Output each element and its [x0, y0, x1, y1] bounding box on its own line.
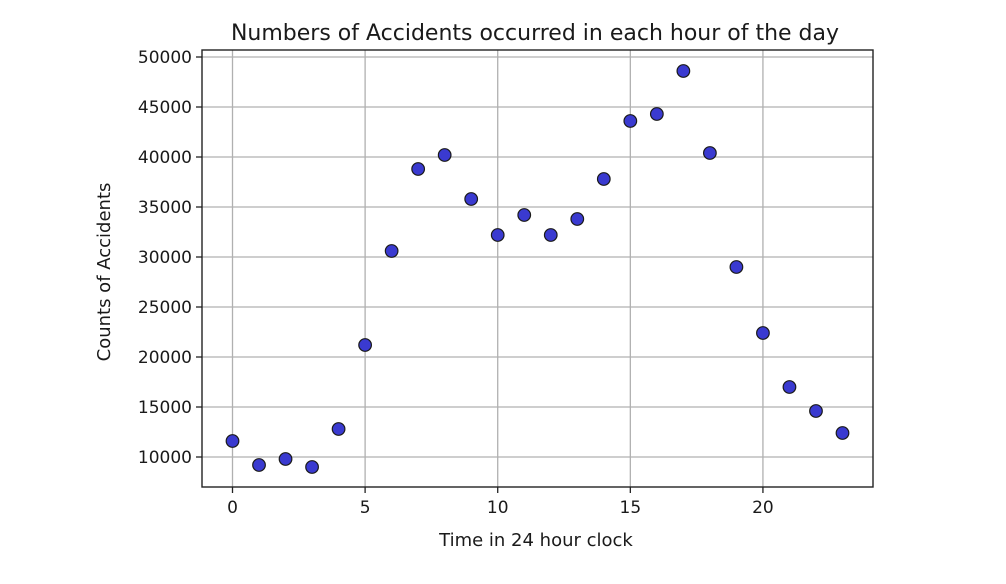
data-points [225, 64, 850, 474]
data-point [570, 212, 585, 226]
y-tick-label: 15000 [138, 398, 192, 418]
data-point [384, 244, 399, 258]
data-point [305, 460, 319, 474]
y-tick-label: 30000 [138, 248, 192, 268]
data-point [543, 228, 558, 242]
y-tick-label: 45000 [138, 98, 192, 118]
y-tick-label: 35000 [138, 198, 192, 218]
data-point [278, 452, 293, 466]
x-tick-label: 10 [487, 498, 509, 518]
data-point [649, 107, 664, 121]
y-tick-label: 50000 [138, 48, 192, 68]
y-axis-label: Counts of Accidents [94, 183, 115, 362]
x-tick-label: 0 [227, 498, 238, 518]
data-point [756, 326, 770, 340]
data-point [225, 434, 240, 448]
data-point [809, 404, 823, 418]
data-point [252, 458, 266, 472]
y-tick-label: 20000 [138, 348, 192, 368]
y-tick-label: 10000 [138, 448, 192, 468]
data-point [464, 192, 479, 206]
y-tick-label: 40000 [138, 148, 192, 168]
data-point [782, 380, 797, 394]
data-point [835, 426, 850, 440]
data-point [331, 422, 346, 436]
y-tick-label: 25000 [138, 298, 192, 318]
data-point [490, 228, 505, 242]
data-point [437, 148, 452, 162]
x-tick-label: 15 [620, 498, 642, 518]
data-point [411, 162, 426, 176]
data-point [517, 208, 532, 222]
data-point [702, 146, 717, 160]
data-point [623, 114, 638, 128]
x-axis-label: Time in 24 hour clock [438, 530, 633, 551]
data-point [596, 172, 611, 186]
data-point [358, 338, 373, 352]
x-tick-label: 5 [360, 498, 371, 518]
plot-area-frame [201, 49, 874, 488]
grid-lines [202, 50, 873, 487]
data-point [676, 64, 691, 78]
x-tick-label: 20 [752, 498, 774, 518]
data-point [729, 260, 744, 274]
axis-ticks: 0 5 10 15 20 10000 15000 20000 25000 30000 35000 40… [138, 48, 774, 518]
chart-title: Numbers of Accidents occurred in each ho… [231, 21, 839, 46]
